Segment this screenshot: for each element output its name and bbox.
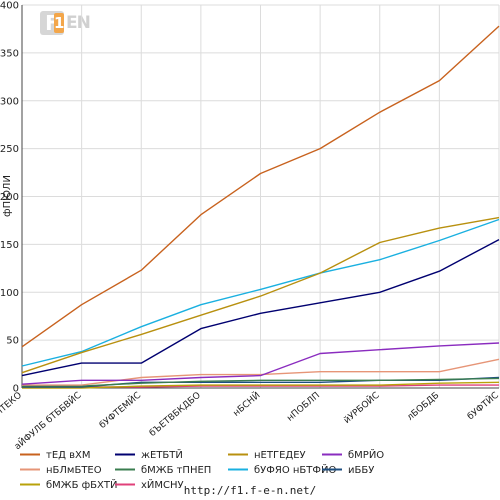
y-tick-label: 300 (0, 96, 19, 107)
legend-label: бМРЙО (348, 448, 384, 461)
y-tick-label: 350 (0, 48, 19, 59)
x-tick-label: лБОБДБ (405, 391, 441, 423)
series-line (22, 377, 500, 387)
legend-label: бУФЯО нБТФЙО (254, 463, 336, 476)
legend-label: жЕТБТЙ (141, 448, 183, 461)
x-tick-label: вВИТЕКО (0, 391, 24, 426)
logo-digit-one: 1 (54, 13, 65, 33)
legend-label: иББУ (348, 465, 374, 476)
x-tick-label: нПОБЛП (285, 391, 322, 424)
fen-logo: F 1 EN (40, 11, 98, 35)
footer-url[interactable]: http://f1.f-e-n.net/ (183, 484, 317, 497)
series-line (21, 238, 500, 377)
legend-label: бМЖБ фБХТЙ (46, 478, 117, 491)
series-line (22, 358, 500, 386)
y-tick-label: 100 (0, 288, 19, 299)
legend-label: хЙМСНУ (141, 478, 184, 491)
series-line (22, 381, 500, 389)
series-line (21, 25, 500, 348)
x-tick-label: нБСНЙ (230, 389, 262, 419)
x-tick-label: йУРБОЙС (341, 389, 382, 426)
y-tick-label: 400 (0, 1, 19, 12)
y-tick-label: 0 (13, 384, 19, 395)
x-tick-label: бУФТЕМЙС (97, 389, 144, 431)
y-tick-label: 150 (0, 240, 19, 251)
legend-label: нБЛмБТЕО (46, 465, 102, 476)
legend-label: бМЖБ тПНЕП (141, 465, 211, 476)
logo-letters-en: EN (66, 13, 91, 33)
legend-label: тЕД вХМ (46, 450, 91, 461)
x-tick-label: бЪЕТВБКДБО (148, 391, 203, 439)
legend-label: нЕТГЕДЕУ (254, 450, 306, 461)
series-line (21, 216, 500, 374)
y-tick-label: 200 (0, 192, 19, 203)
series-line (21, 342, 500, 385)
x-tick-label: бУФТЙС (465, 389, 500, 422)
y-tick-label: 50 (6, 336, 19, 347)
y-tick-label: 250 (0, 144, 19, 155)
series-line (21, 218, 500, 367)
y-axis-title: фПЮЛИ (2, 175, 13, 217)
